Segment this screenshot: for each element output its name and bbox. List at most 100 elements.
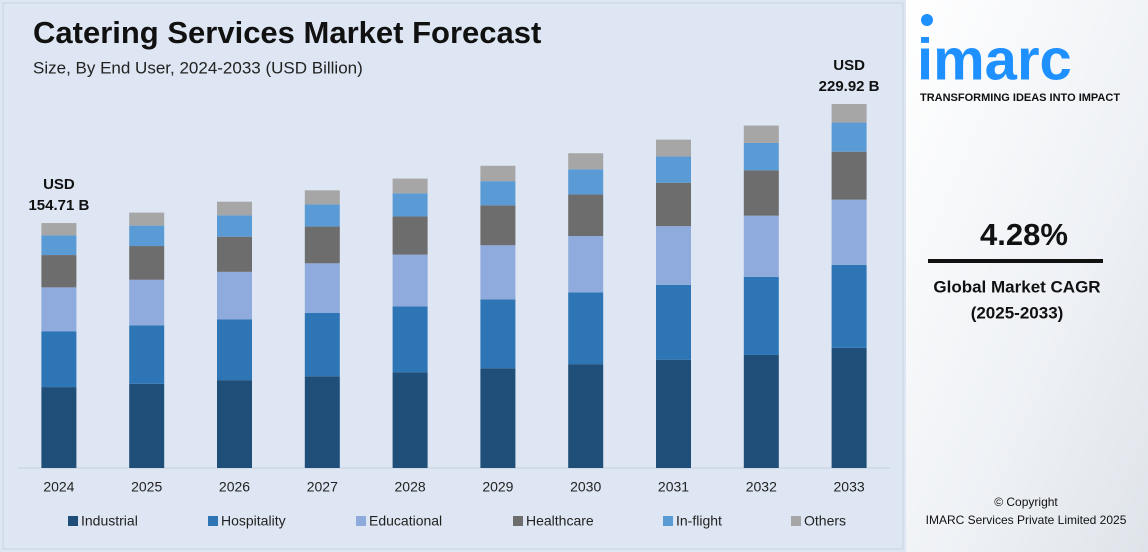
bar-segment <box>392 216 428 255</box>
bar-segment <box>217 215 252 237</box>
sidebar-background <box>906 0 1148 552</box>
x-tick-label: 2024 <box>43 479 74 495</box>
x-tick-label: 2029 <box>482 479 513 495</box>
cagr-value: 4.28% <box>980 217 1068 252</box>
bar-segment <box>568 364 604 468</box>
legend-label: Industrial <box>81 513 138 529</box>
bar-segment <box>304 263 340 314</box>
bar-segment <box>831 347 867 468</box>
legend-label: In-flight <box>676 513 722 529</box>
bar-segment <box>656 284 691 360</box>
bar-segment <box>743 125 779 143</box>
x-tick-label: 2032 <box>746 479 777 495</box>
bar-segment <box>392 254 428 307</box>
bar-segment <box>656 182 691 227</box>
cagr-label: Global Market CAGR <box>933 277 1100 296</box>
bar-segment <box>831 199 867 265</box>
bar-segment <box>568 169 604 195</box>
bar-segment <box>480 205 516 246</box>
annotation: 229.92 B <box>819 78 880 95</box>
bar-segment <box>480 299 516 369</box>
bar-segment <box>656 156 691 183</box>
x-tick-label: 2033 <box>834 479 865 495</box>
bar-segment <box>217 201 252 216</box>
legend-swatch <box>356 516 366 526</box>
cagr-period: (2025-2033) <box>971 303 1064 322</box>
bar-segment <box>568 236 604 293</box>
bar-segment <box>304 190 340 205</box>
bar-segment <box>392 193 428 217</box>
bar-segment <box>743 142 779 171</box>
x-tick-label: 2028 <box>395 479 426 495</box>
bar-segment <box>831 264 867 348</box>
logo: imarc <box>917 27 1072 92</box>
bar-segment <box>743 354 779 468</box>
bar-segment <box>129 383 165 468</box>
bar-segment <box>568 194 604 237</box>
copyright: © Copyright <box>994 495 1058 509</box>
chart-frame <box>2 2 904 550</box>
bar-segment <box>217 319 252 381</box>
cagr-rule <box>928 259 1103 263</box>
legend-label: Healthcare <box>526 513 594 529</box>
legend-swatch <box>791 516 801 526</box>
x-tick-label: 2030 <box>570 479 601 495</box>
legend-label: Others <box>804 513 846 529</box>
x-tick-label: 2027 <box>307 479 338 495</box>
bar-segment <box>217 236 252 272</box>
bar-segment <box>480 245 516 300</box>
bar-segment <box>41 235 77 256</box>
bar-segment <box>304 204 340 227</box>
bar-segment <box>304 226 340 264</box>
tagline: TRANSFORMING IDEAS INTO IMPACT <box>920 92 1120 104</box>
bar-segment <box>392 372 428 468</box>
x-tick-label: 2026 <box>219 479 250 495</box>
bar-segment <box>656 226 691 285</box>
annotation: USD <box>833 57 865 74</box>
legend-label: Educational <box>369 513 442 529</box>
bar-segment <box>480 181 516 206</box>
bar-segment <box>217 380 252 468</box>
legend-swatch <box>513 516 523 526</box>
bar-segment <box>480 165 516 182</box>
bar-segment <box>392 178 428 194</box>
bar-segment <box>831 104 867 123</box>
bar-segment <box>129 246 165 280</box>
bar-segment <box>129 325 165 384</box>
bar-segment <box>568 292 604 365</box>
bar-segment <box>41 287 77 332</box>
bar-segment <box>304 376 340 468</box>
bar-segment <box>656 139 691 157</box>
chart-subtitle: Size, By End User, 2024-2033 (USD Billio… <box>33 58 363 77</box>
legend-swatch <box>208 516 218 526</box>
bar-segment <box>743 170 779 216</box>
company: IMARC Services Private Limited 2025 <box>926 513 1127 527</box>
bar-segment <box>41 223 77 236</box>
bar-segment <box>41 255 77 288</box>
bar-segment <box>41 387 77 468</box>
bar-segment <box>129 212 165 226</box>
annotation: 154.71 B <box>28 197 89 214</box>
bar-segment <box>831 122 867 152</box>
bar-segment <box>831 151 867 200</box>
legend-swatch <box>663 516 673 526</box>
logo-dot <box>921 14 933 26</box>
legend-label: Hospitality <box>221 513 286 529</box>
bar-segment <box>480 368 516 468</box>
bar-segment <box>129 279 165 326</box>
bar-segment <box>129 225 165 247</box>
bar-segment <box>217 271 252 320</box>
legend-swatch <box>68 516 78 526</box>
bar-segment <box>41 331 77 388</box>
bar-segment <box>568 153 604 170</box>
bar-segment <box>743 215 779 277</box>
chart-title: Catering Services Market Forecast <box>33 15 541 50</box>
bar-segment <box>304 313 340 377</box>
annotation: USD <box>43 176 75 193</box>
bar-segment <box>392 306 428 373</box>
bar-segment <box>656 359 691 468</box>
bar-segment <box>743 276 779 355</box>
x-tick-label: 2031 <box>658 479 689 495</box>
